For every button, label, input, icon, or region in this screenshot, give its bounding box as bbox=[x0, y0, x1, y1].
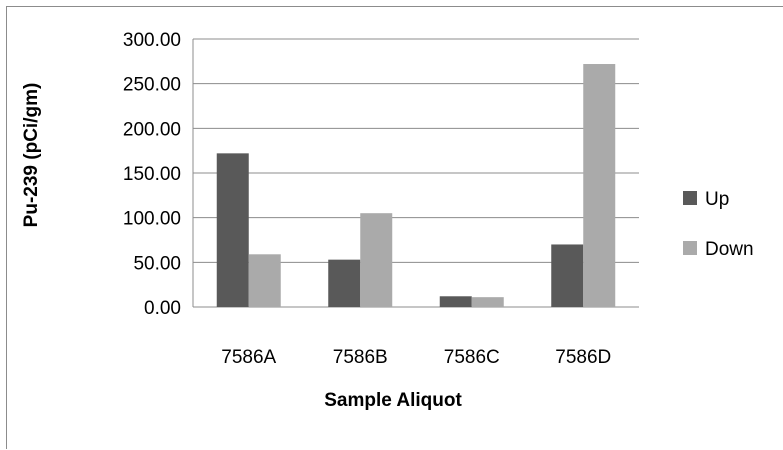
y-tick-label: 200.00 bbox=[123, 119, 181, 140]
bar-up-7586a bbox=[216, 153, 249, 307]
y-tick-label: 150.00 bbox=[123, 164, 181, 185]
legend-label-up: Up bbox=[705, 189, 729, 210]
y-axis-ticks: 0.00 50.00 100.00 150.00 200.00 250.00 300.00 bbox=[123, 30, 181, 319]
x-tick-label: 7586D bbox=[555, 347, 611, 368]
x-axis-title: Sample Aliquot bbox=[324, 390, 462, 411]
x-tick-label: 7586A bbox=[221, 347, 276, 368]
legend: Up Down bbox=[683, 189, 754, 260]
chart-area: 0.00 50.00 100.00 150.00 200.00 250.00 300.00 … bbox=[6, 6, 783, 449]
bar-down-7586c bbox=[471, 297, 504, 307]
y-tick-label: 250.00 bbox=[123, 75, 181, 96]
bar-down-7586a bbox=[248, 254, 281, 307]
y-axis-title: Pu-239 (pCi/gm) bbox=[21, 83, 42, 228]
y-tick-label: 0.00 bbox=[144, 298, 181, 319]
y-tick-label: 50.00 bbox=[133, 253, 181, 274]
bar-chart: 0.0050.00100.00150.00200.00250.00300.00 … bbox=[21, 30, 754, 411]
x-axis-ticks: 7586A 7586B 7586C 7586D bbox=[221, 347, 611, 368]
x-tick-label: 7586B bbox=[333, 347, 388, 368]
y-tick-label: 300.00 bbox=[123, 30, 181, 51]
bar-down-7586d bbox=[583, 64, 616, 307]
bar-down-7586b bbox=[360, 213, 393, 307]
bar-up-7586d bbox=[551, 244, 584, 307]
x-tick-label: 7586C bbox=[444, 347, 500, 368]
legend-swatch-down bbox=[683, 241, 697, 255]
y-tick-label: 100.00 bbox=[123, 209, 181, 230]
legend-swatch-up bbox=[683, 191, 697, 205]
bars bbox=[216, 64, 616, 307]
bar-up-7586b bbox=[328, 259, 361, 307]
bar-up-7586c bbox=[439, 296, 472, 307]
legend-label-down: Down bbox=[705, 239, 754, 260]
